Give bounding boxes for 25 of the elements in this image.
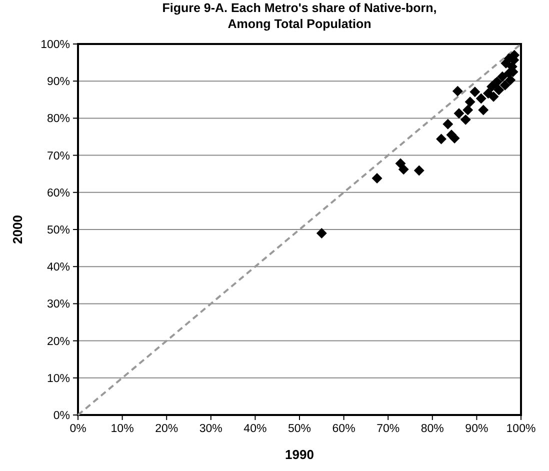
y-tick-label: 50% xyxy=(46,224,70,236)
y-tick-label: 100% xyxy=(40,39,70,51)
x-tick-label: 50% xyxy=(288,423,312,435)
x-tick-label: 100% xyxy=(506,423,536,435)
y-tick-label: 80% xyxy=(46,113,70,126)
x-tick-label: 60% xyxy=(332,423,356,435)
y-tick-label: 40% xyxy=(46,262,70,274)
x-tick-label: 80% xyxy=(420,423,444,435)
y-tick-label: 90% xyxy=(46,76,70,88)
x-tick-label: 0% xyxy=(70,423,86,435)
chart-title: Figure 9-A. Each Metro's share of Native-born, Among Total Population xyxy=(162,1,437,31)
x-tick-label: 20% xyxy=(155,423,178,435)
x-tick-label: 70% xyxy=(376,423,400,435)
y-tick-label: 70% xyxy=(46,150,70,162)
y-tick-label: 60% xyxy=(46,187,70,200)
y-tick-label: 0% xyxy=(53,410,70,422)
y-tick-label: 20% xyxy=(46,336,70,348)
y-tick-label: 30% xyxy=(46,298,70,311)
x-tick-label: 40% xyxy=(244,423,267,435)
y-tick-label: 10% xyxy=(46,372,70,385)
x-tick-label: 30% xyxy=(199,423,222,435)
x-tick-label: 10% xyxy=(110,423,134,435)
x-tick-label: 90% xyxy=(465,423,488,435)
y-axis-title: 2000 xyxy=(10,215,25,244)
x-axis-title: 1990 xyxy=(285,447,314,462)
